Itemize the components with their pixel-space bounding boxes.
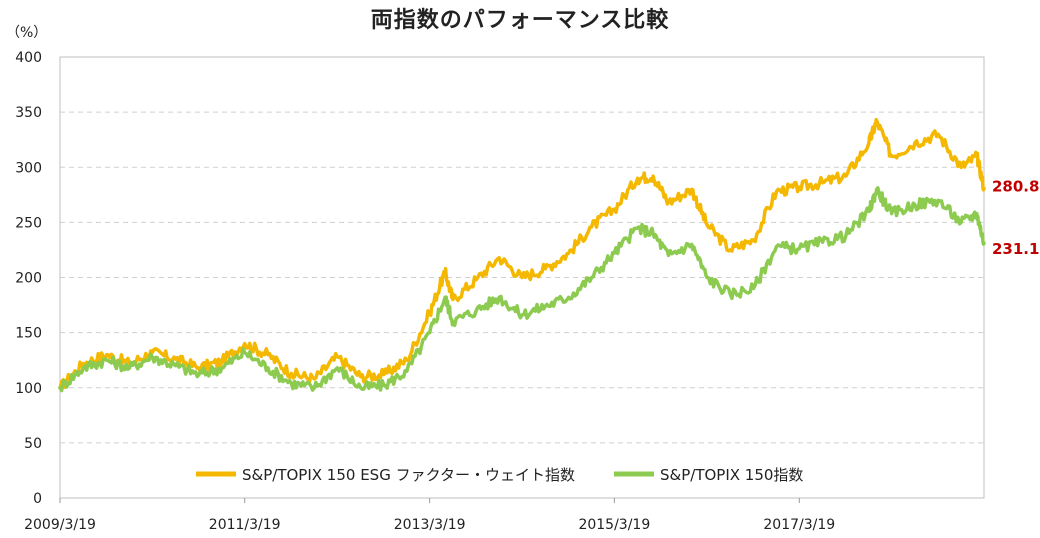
y-tick-label: 250 bbox=[15, 215, 42, 231]
y-tick-label: 300 bbox=[15, 160, 42, 176]
x-tick-label: 2017/3/19 bbox=[763, 517, 835, 533]
legend-label: S&P/TOPIX 150指数 bbox=[660, 466, 803, 484]
x-tick-label: 2013/3/19 bbox=[394, 517, 466, 533]
series-end-label: 280.8 bbox=[992, 177, 1039, 195]
y-tick-label: 350 bbox=[15, 105, 42, 121]
series-line bbox=[58, 186, 986, 393]
y-axis-unit: （%） bbox=[6, 25, 48, 41]
y-tick-label: 150 bbox=[15, 326, 42, 342]
y-tick-label: 100 bbox=[15, 381, 42, 397]
y-tick-label: 200 bbox=[15, 271, 42, 287]
x-tick-label: 2015/3/19 bbox=[578, 517, 650, 533]
chart-title: 両指数のパフォーマンス比較 bbox=[370, 8, 670, 33]
legend-label: S&P/TOPIX 150 ESG ファクター・ウェイト指数 bbox=[242, 466, 575, 484]
y-tick-label: 50 bbox=[24, 436, 42, 452]
x-tick-label: 2011/3/19 bbox=[209, 517, 281, 533]
x-tick-label: 2009/3/19 bbox=[24, 517, 96, 533]
y-tick-label: 0 bbox=[33, 491, 42, 507]
series-line bbox=[58, 117, 986, 390]
y-tick-label: 400 bbox=[15, 50, 42, 66]
series-end-label: 231.1 bbox=[992, 240, 1039, 258]
